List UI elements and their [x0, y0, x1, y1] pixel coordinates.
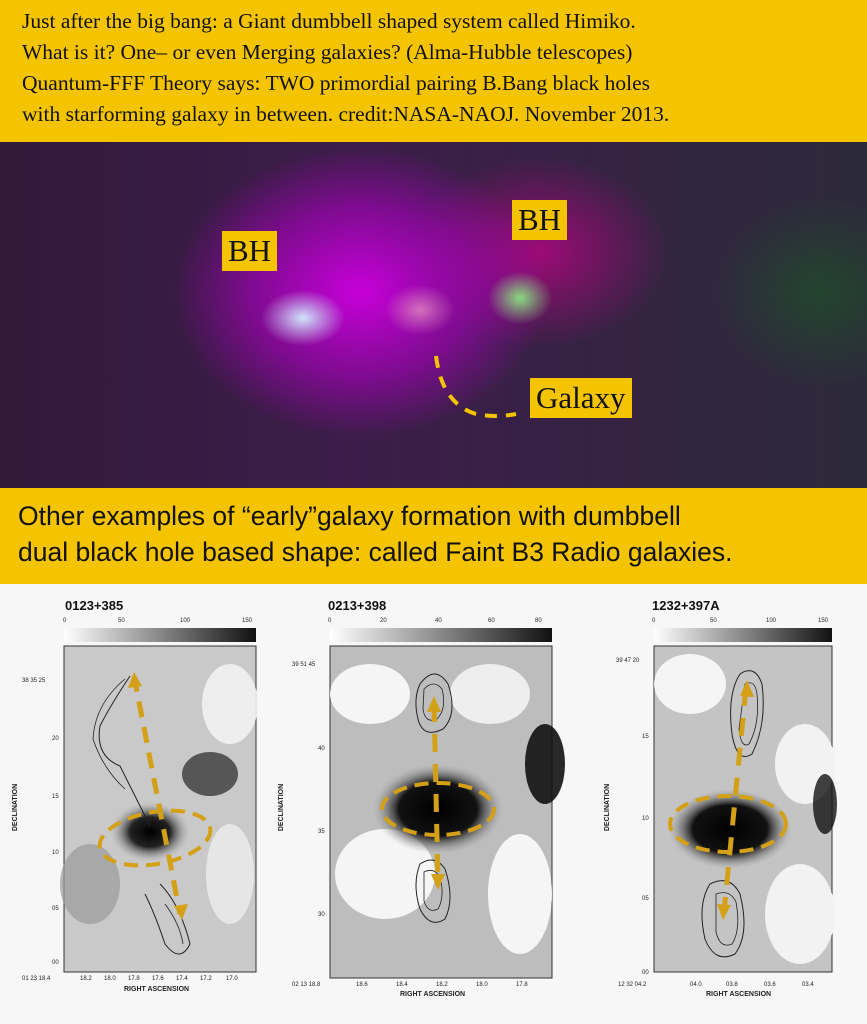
xlabel: RIGHT ASCENSION [400, 991, 466, 998]
x-tick: 18.6 [356, 982, 368, 988]
y-tick: 20 [52, 736, 59, 742]
x-tick: 03.8 [726, 982, 738, 988]
x-tick: 18.0 [104, 976, 116, 982]
y-tick: 15 [642, 734, 649, 740]
top-tick: 50 [118, 618, 125, 624]
y-tick: 10 [642, 816, 649, 822]
x-tick: 18.2 [80, 976, 92, 982]
top-tick: 150 [818, 618, 829, 624]
xlabel: RIGHT ASCENSION [706, 991, 772, 998]
top-tick: 100 [180, 618, 191, 624]
radio-map [60, 628, 258, 973]
subcaption-line-2: dual black hole based shape: called Fain… [18, 537, 733, 567]
top-tick: 150 [242, 618, 253, 624]
caption-line-1: Just after the big bang: a Giant dumbbel… [22, 9, 636, 33]
y-tick: 39 51 45 [292, 662, 316, 668]
subcaption-line-1: Other examples of “early”galaxy formatio… [18, 501, 681, 531]
radio-galaxy-panels: 0123+385 0 50 100 150 38 35 25 [0, 584, 867, 1024]
panel-0123-385: 0123+385 0 50 100 150 38 35 25 [0, 584, 290, 1024]
x-tick: 04.0 [690, 982, 702, 988]
panel-title: 0123+385 [65, 598, 124, 613]
x-tick: 17.4 [176, 976, 188, 982]
x-tick: 12 32 04.2 [618, 982, 647, 988]
caption-line-2: What is it? One– or even Merging galaxie… [22, 40, 633, 64]
top-tick: 50 [710, 618, 717, 624]
caption-line-4: with starforming galaxy in between. cred… [22, 102, 670, 126]
top-tick: 60 [488, 618, 495, 624]
panel-1232-397a: 1232+397A 0 50 100 150 39 47 20 [580, 584, 867, 1024]
x-tick: 17.8 [516, 982, 528, 988]
y-tick: 05 [642, 896, 649, 902]
y-tick: 00 [52, 960, 59, 966]
y-tick: 40 [318, 746, 325, 752]
y-tick: 39 47 20 [616, 658, 640, 664]
x-tick: 02 13 18.8 [292, 982, 321, 988]
x-tick: 17.6 [152, 976, 164, 982]
top-tick: 100 [766, 618, 777, 624]
x-tick: 18.4 [396, 982, 408, 988]
galaxy-pointer-dashes [434, 355, 517, 418]
y-tick: 38 35 25 [22, 678, 46, 684]
panel-title: 0213+398 [328, 598, 387, 613]
ylabel: DECLINATION [278, 783, 286, 832]
caption-line-3: Quantum-FFF Theory says: TWO primordial … [22, 71, 651, 95]
subcaption-banner: Other examples of “early”galaxy formatio… [0, 488, 867, 584]
y-tick: 05 [52, 906, 59, 912]
x-tick: 03.6 [764, 982, 776, 988]
galaxy-label: Galaxy [530, 378, 632, 418]
panel-title: 1232+397A [652, 598, 720, 613]
y-tick: 00 [642, 970, 649, 976]
x-tick: 01 23 18.4 [22, 976, 51, 982]
bh-label-left: BH [222, 231, 278, 271]
top-tick: 80 [535, 618, 542, 624]
panel-0213-398: 0213+398 0 20 40 60 80 [278, 584, 580, 1024]
y-tick: 15 [52, 794, 59, 800]
x-tick: 03.4 [802, 982, 814, 988]
top-tick: 0 [652, 618, 656, 624]
radio-map [653, 628, 837, 973]
y-tick: 35 [318, 829, 325, 835]
top-tick: 20 [380, 618, 387, 624]
x-tick: 17.0 [226, 976, 238, 982]
x-tick: 18.0 [476, 982, 488, 988]
radio-map [329, 628, 565, 979]
x-tick: 17.8 [128, 976, 140, 982]
top-tick: 0 [328, 618, 332, 624]
x-tick: 18.2 [436, 982, 448, 988]
top-tick: 0 [63, 618, 67, 624]
top-tick: 40 [435, 618, 442, 624]
bh-label-right: BH [512, 200, 568, 240]
x-tick: 17.2 [200, 976, 212, 982]
xlabel: RIGHT ASCENSION [124, 986, 190, 993]
top-caption-banner: Just after the big bang: a Giant dumbbel… [0, 0, 867, 142]
ylabel: DECLINATION [12, 783, 20, 832]
y-tick: 30 [318, 912, 325, 918]
ylabel: DECLINATION [604, 783, 612, 832]
himiko-space-image: BH BH Galaxy [0, 142, 867, 488]
y-tick: 10 [52, 850, 59, 856]
